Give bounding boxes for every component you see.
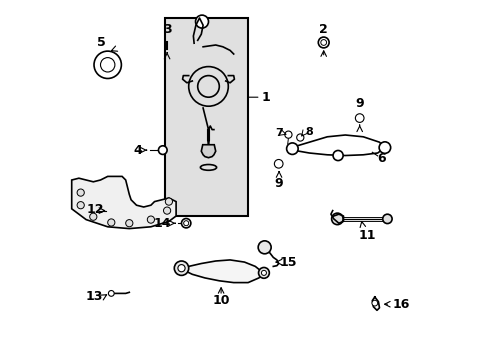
FancyBboxPatch shape [165,18,247,216]
Circle shape [320,40,326,45]
Text: 13: 13 [86,291,103,303]
Circle shape [258,267,269,278]
Polygon shape [201,145,215,158]
Circle shape [355,114,363,122]
Circle shape [183,221,188,226]
Circle shape [165,198,172,205]
Circle shape [195,15,208,28]
Polygon shape [72,176,176,229]
Circle shape [261,270,266,275]
Text: 7: 7 [275,128,283,138]
Text: 9: 9 [355,97,363,110]
Circle shape [382,214,391,224]
Text: 11: 11 [357,229,375,242]
Circle shape [77,202,84,209]
Text: 10: 10 [212,294,229,307]
Text: 2: 2 [319,23,327,36]
Text: 4: 4 [133,144,142,157]
Circle shape [181,219,190,228]
Circle shape [101,58,115,72]
Text: 1: 1 [261,91,270,104]
Circle shape [163,207,170,214]
Circle shape [147,216,154,223]
Text: 16: 16 [391,298,408,311]
Circle shape [125,220,133,227]
Text: 14: 14 [153,217,170,230]
Polygon shape [179,260,264,283]
Circle shape [188,67,228,106]
Circle shape [89,213,97,220]
Circle shape [284,131,291,138]
Circle shape [174,261,188,275]
Circle shape [108,291,114,296]
Circle shape [158,146,167,154]
Circle shape [332,150,343,161]
Text: 3: 3 [163,23,171,36]
Circle shape [258,241,270,254]
Text: 15: 15 [279,256,297,269]
Circle shape [178,265,185,272]
Circle shape [286,143,298,154]
Circle shape [197,76,219,97]
Circle shape [296,134,303,141]
Circle shape [371,300,377,306]
Text: 9: 9 [274,177,283,190]
Circle shape [331,213,343,225]
Text: 8: 8 [305,127,312,138]
Circle shape [274,159,283,168]
Text: 5: 5 [97,36,106,49]
Circle shape [94,51,121,78]
Text: 12: 12 [86,203,103,216]
Circle shape [318,37,328,48]
Ellipse shape [200,165,216,170]
Text: 6: 6 [377,152,386,165]
Circle shape [77,189,84,196]
Circle shape [107,219,115,226]
Circle shape [378,142,390,153]
